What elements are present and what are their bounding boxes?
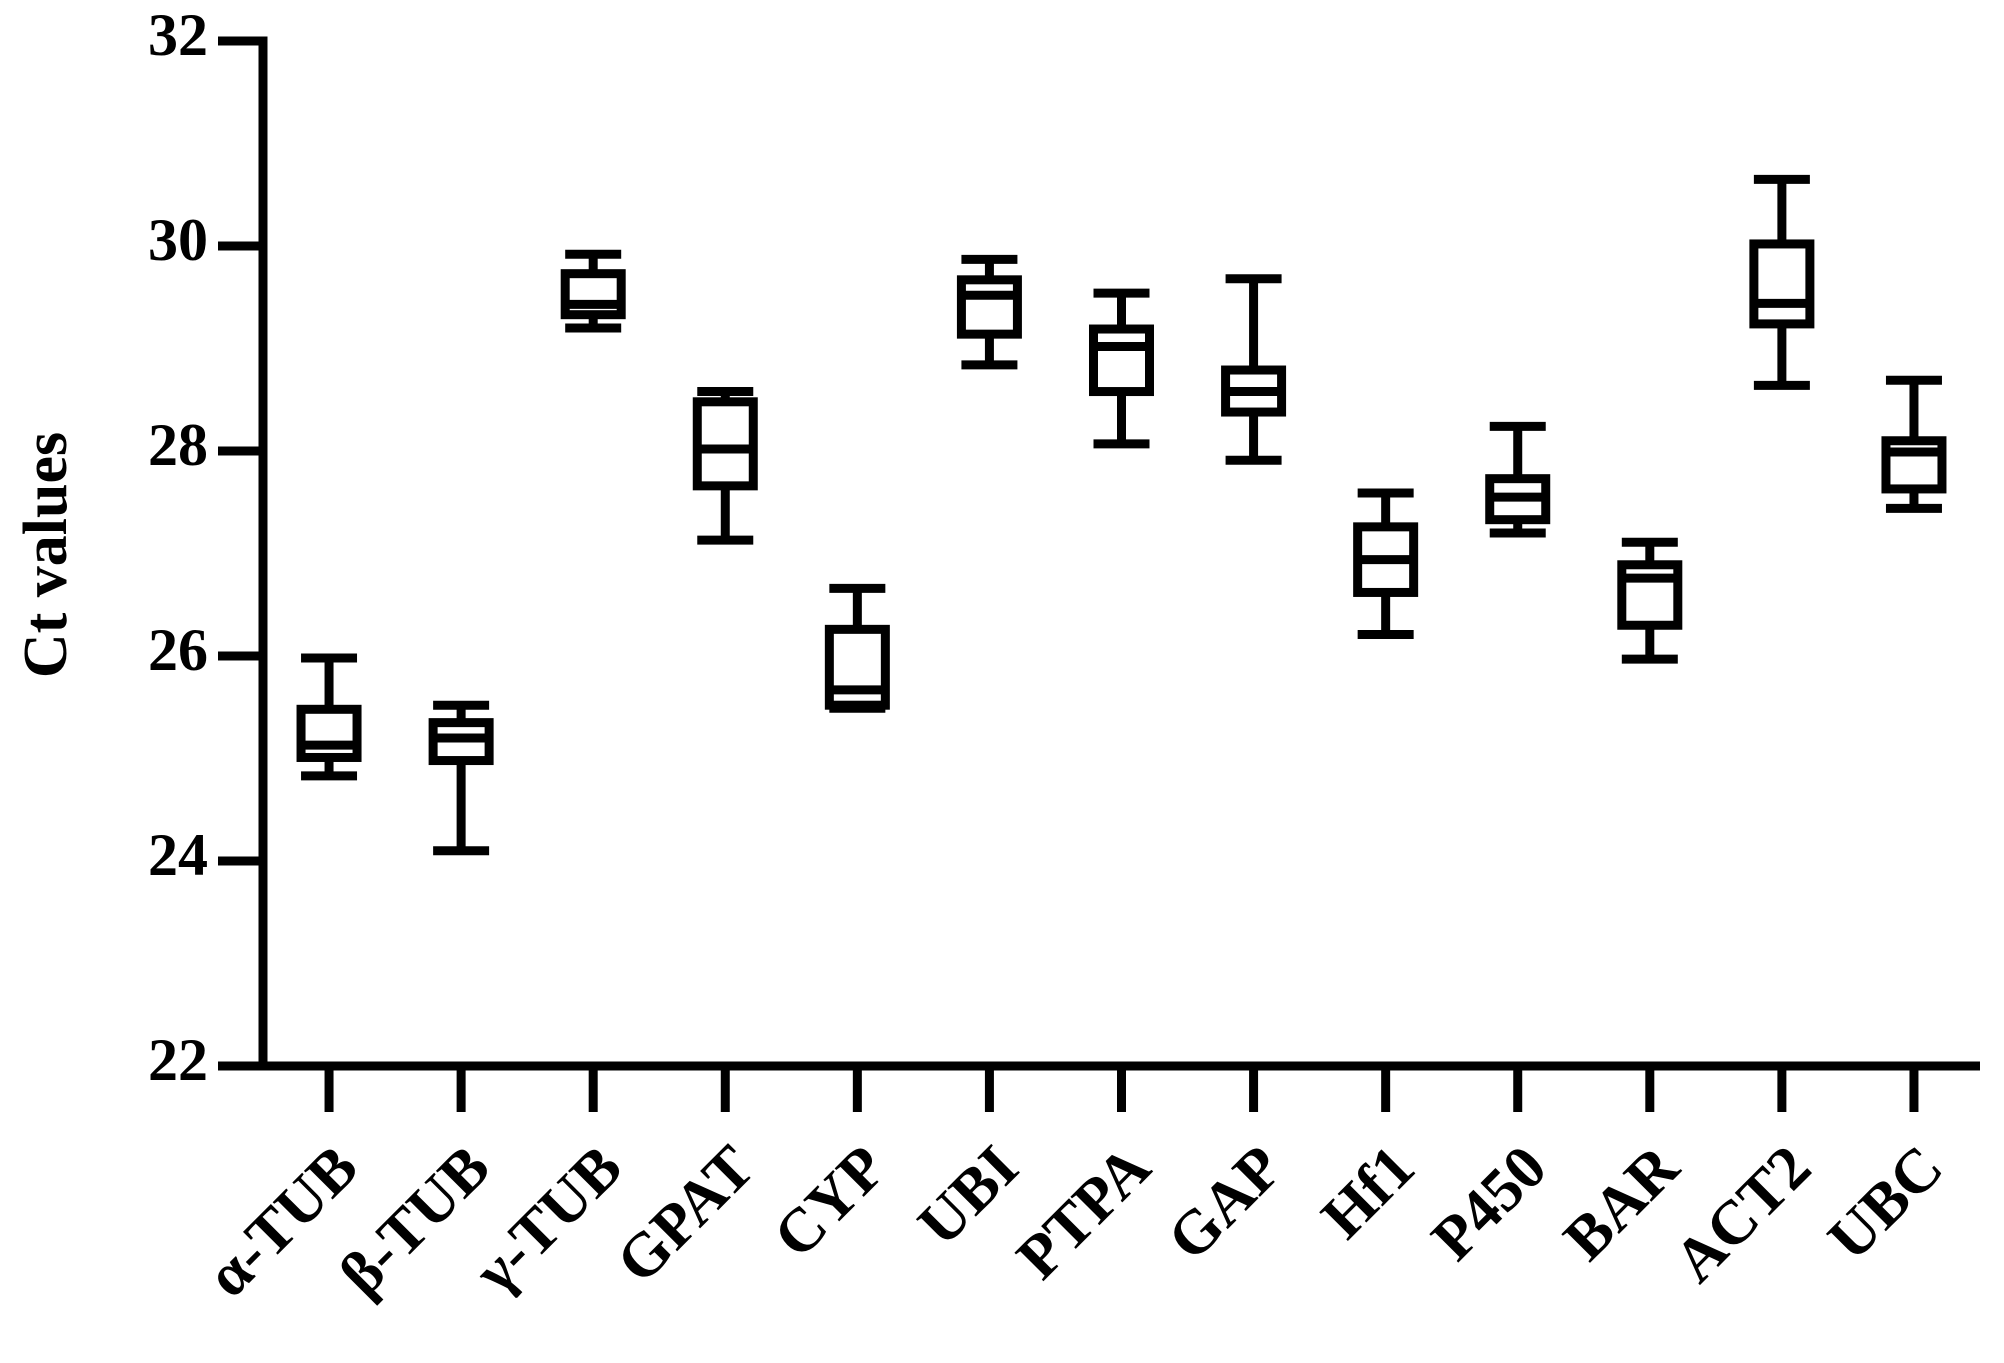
x-tick-label: γ-TUB <box>461 1133 635 1307</box>
x-tick-label: GPAT <box>604 1133 767 1296</box>
x-tick-label: ACT2 <box>1661 1133 1824 1296</box>
y-tick-label: 22 <box>148 1027 208 1093</box>
y-tick-label: 24 <box>148 822 208 888</box>
y-tick-label: 26 <box>148 617 208 683</box>
x-tick-label: PTPA <box>1004 1133 1163 1292</box>
y-tick-label: 30 <box>148 207 208 273</box>
x-tick-label: P450 <box>1419 1133 1560 1274</box>
x-tick-label: Hf1 <box>1309 1133 1428 1252</box>
x-tick-label: GAP <box>1155 1133 1296 1274</box>
y-tick-label: 28 <box>148 412 208 478</box>
y-tick-label: 32 <box>148 2 208 68</box>
box <box>692 397 758 491</box>
x-tick-label: β-TUB <box>327 1133 503 1309</box>
y-axis-label: Ct values <box>12 432 80 678</box>
x-tick-label: CYP <box>761 1133 899 1271</box>
box <box>956 275 1022 339</box>
box <box>1749 239 1815 329</box>
x-tick-label: α-TUB <box>194 1133 371 1310</box>
box <box>1089 324 1154 397</box>
box <box>296 704 362 762</box>
x-tick-label: UBC <box>1815 1133 1956 1274</box>
